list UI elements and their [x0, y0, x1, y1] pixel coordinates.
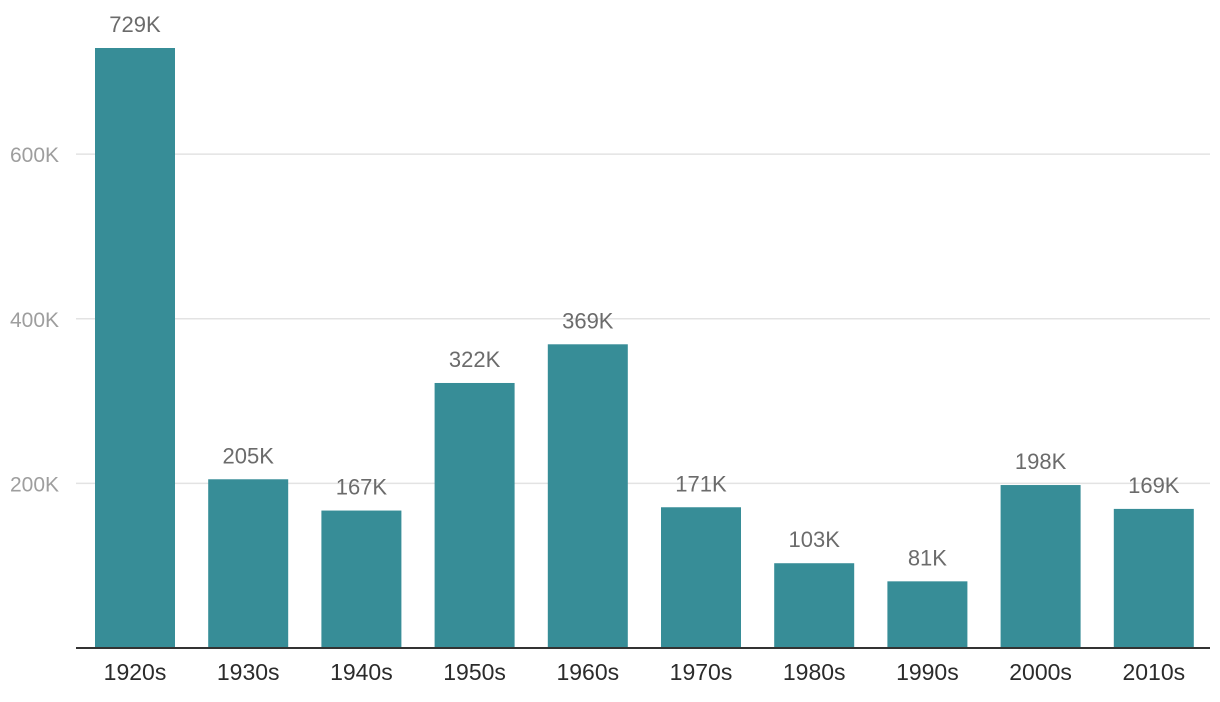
gridlines	[76, 153, 1210, 485]
bar-2000s	[1000, 485, 1081, 648]
data-label-2010s: 169K	[1128, 473, 1180, 498]
data-labels: 729K 205K 167K 322K 369K 171K 103K 81K 198K 169K	[109, 12, 1180, 570]
data-label-1980s: 103K	[789, 527, 841, 552]
x-tick-label-1950s: 1950s	[443, 659, 506, 685]
data-label-1970s: 171K	[675, 471, 727, 496]
y-tick-label: 600K	[10, 144, 59, 167]
bar-1940s	[321, 510, 402, 648]
data-label-1920s: 729K	[109, 12, 161, 37]
bar-1980s	[774, 563, 855, 648]
x-tick-label-2000s: 2000s	[1009, 659, 1072, 685]
x-tick-label-1930s: 1930s	[217, 659, 280, 685]
x-tick-label-1920s: 1920s	[104, 659, 167, 685]
data-label-1930s: 205K	[223, 443, 275, 468]
bar-1990s	[887, 581, 968, 648]
x-axis-tick-labels: 1920s 1930s 1940s 1950s 1960s 1970s 1980s 1990s…	[104, 659, 1185, 685]
x-tick-label-1990s: 1990s	[896, 659, 959, 685]
bar-1960s	[547, 344, 628, 648]
bar-1920s	[95, 48, 175, 648]
bars	[95, 48, 1194, 648]
data-label-1940s: 167K	[336, 475, 388, 500]
bar-1930s	[208, 479, 289, 648]
x-tick-label-1960s: 1960s	[556, 659, 619, 685]
data-label-1960s: 369K	[562, 308, 614, 333]
x-tick-label-1970s: 1970s	[670, 659, 733, 685]
y-tick-label: 200K	[10, 473, 59, 496]
y-tick-label: 400K	[10, 309, 59, 332]
data-label-2000s: 198K	[1015, 449, 1067, 474]
x-tick-label-1940s: 1940s	[330, 659, 393, 685]
data-label-1990s: 81K	[908, 545, 947, 570]
x-tick-label-2010s: 2010s	[1122, 659, 1185, 685]
bar-1970s	[661, 507, 741, 648]
data-label-1950s: 322K	[449, 347, 501, 372]
bar-1950s	[434, 382, 515, 648]
y-axis-tick-labels: 200K 400K 600K	[10, 144, 59, 496]
x-tick-label-1980s: 1980s	[783, 659, 846, 685]
bar-2010s	[1113, 508, 1194, 648]
